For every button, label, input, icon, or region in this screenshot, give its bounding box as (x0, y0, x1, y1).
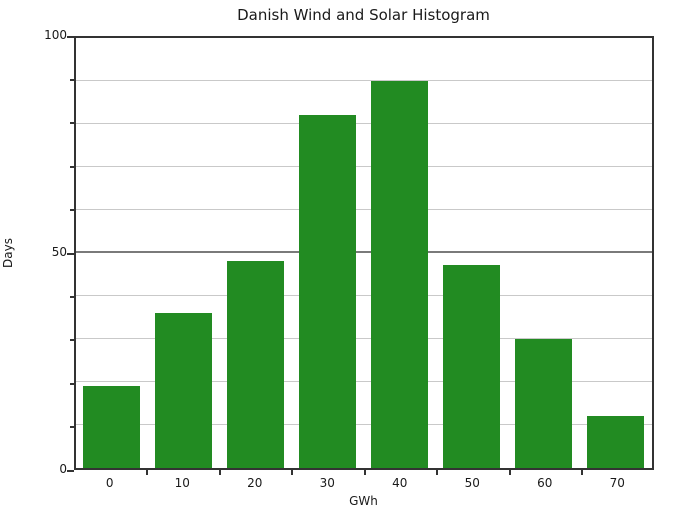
x-tick-label-0: 0 (105, 476, 114, 490)
bar-50-gwh (443, 265, 500, 468)
y-minor-tick-70 (70, 165, 74, 168)
y-minor-tick-40 (70, 295, 74, 298)
minor-gridline-10 (75, 423, 652, 425)
x-tick-mark (218, 469, 221, 475)
y-minor-tick-30 (70, 339, 74, 342)
plot-area (73, 35, 654, 470)
x-tick-labels: 0 10 20 30 40 50 60 70 (74, 476, 654, 490)
minor-gridline-20 (75, 380, 652, 382)
x-tick-mark (291, 469, 293, 475)
bar-70-gwh (587, 415, 644, 468)
chart-title: Danish Wind and Solar Histogram (237, 6, 490, 24)
bar-column-50 (436, 38, 508, 468)
minor-gridline-90 (75, 79, 652, 81)
y-minor-tick-20 (70, 382, 74, 385)
bar-column-40 (364, 38, 436, 468)
minor-gridline-30 (75, 337, 652, 339)
x-tick-mark (146, 469, 148, 475)
x-tick-label-50: 50 (464, 476, 480, 490)
minor-gridline-80 (75, 122, 652, 124)
minor-gridline-70 (75, 165, 652, 167)
bar-column-30 (292, 38, 364, 468)
bar-60-gwh (515, 338, 572, 468)
y-minor-tick-90 (70, 78, 74, 81)
bar-20-gwh (227, 261, 284, 468)
x-tick-mark (436, 469, 438, 475)
y-major-tick-50 (66, 252, 74, 255)
bar-0-gwh (83, 385, 140, 468)
minor-gridline-60 (75, 208, 652, 210)
y-tick-label-100: 100 (44, 27, 67, 42)
bar-column-10 (148, 38, 220, 468)
bar-column-60 (508, 38, 580, 468)
x-tick-label-20: 20 (247, 476, 263, 490)
x-tick-mark (363, 469, 366, 475)
y-minor-tick-80 (70, 122, 74, 125)
x-tick-mark (581, 469, 583, 475)
y-minor-tick-10 (70, 426, 74, 429)
y-axis-label: Days (1, 238, 15, 268)
y-tick-label-0: 0 (59, 461, 67, 476)
minor-gridline-40 (75, 294, 652, 296)
x-axis-label: GWh (349, 494, 378, 508)
y-tick-label-50: 50 (51, 244, 67, 259)
x-tick-label-40: 40 (392, 476, 408, 490)
bar-column-0 (76, 38, 148, 468)
bars-container (76, 38, 652, 468)
major-gridline-50 (75, 250, 652, 253)
bar-10-gwh (155, 312, 212, 468)
bar-column-70 (580, 38, 652, 468)
y-minor-tick-60 (70, 209, 74, 212)
bar-column-20 (220, 38, 292, 468)
x-tick-label-70: 70 (609, 476, 625, 490)
y-major-tick-100 (66, 35, 74, 38)
bar-30-gwh (299, 114, 356, 468)
x-tick-label-10: 10 (174, 476, 190, 490)
y-major-tick-0 (66, 469, 74, 472)
bar-40-gwh (371, 80, 428, 468)
x-tick-label-30: 30 (319, 476, 335, 490)
x-tick-mark (508, 469, 511, 475)
x-tick-label-60: 60 (537, 476, 553, 490)
